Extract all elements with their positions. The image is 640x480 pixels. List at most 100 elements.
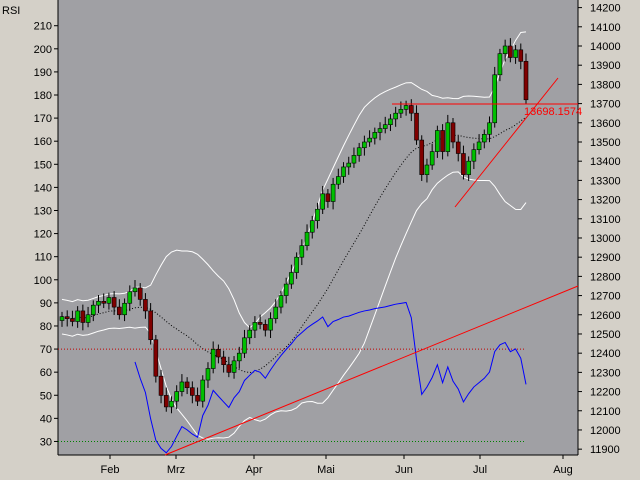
candle-body (200, 379, 206, 402)
candle-body (90, 304, 96, 316)
trendlines (164, 77, 579, 456)
candle-body (278, 295, 284, 308)
moving-average (61, 116, 527, 374)
left-tick-label: 110 (34, 252, 52, 264)
x-tick-label: Feb (101, 464, 120, 476)
candle-body (80, 310, 86, 323)
candle-body (283, 283, 289, 296)
left-tick-label: 200 (34, 44, 52, 56)
candle-body (226, 364, 232, 373)
candle-body (414, 112, 419, 141)
candle-body (330, 183, 336, 202)
right-tick-label: 14200 (590, 3, 621, 15)
left-tick-label: 60 (40, 367, 52, 379)
candle-body (492, 74, 498, 124)
candle-body (299, 245, 305, 258)
candle-body (148, 310, 153, 341)
candle-body (221, 356, 226, 365)
candle-body (382, 124, 388, 129)
left-tick-label: 210 (34, 21, 52, 33)
candle-body (346, 162, 352, 168)
candle-body (273, 306, 279, 319)
candlestick-series (59, 38, 529, 414)
candle-body (111, 297, 117, 308)
long-term-trendline (164, 285, 579, 456)
candle-body (466, 160, 471, 175)
right-tick-label: 13400 (590, 156, 621, 168)
chart-title: RSI (2, 5, 20, 17)
right-axis: 11900 12000 12100 12200 12300 12400 12500 12600… (577, 0, 621, 456)
candle-body (132, 287, 138, 293)
right-tick-label: 13900 (590, 60, 621, 72)
candle-body (143, 299, 148, 312)
candle-body (518, 49, 524, 62)
candle-body (341, 166, 346, 177)
candle-body (96, 301, 101, 306)
candle-body (64, 316, 70, 319)
candle-body (362, 141, 367, 149)
candle-body (523, 61, 529, 101)
left-tick-label: 90 (40, 298, 52, 310)
right-tick-label: 12700 (590, 291, 621, 303)
candle-body (195, 395, 200, 402)
left-tick-label: 120 (34, 229, 52, 241)
left-tick-label: 130 (34, 205, 52, 217)
right-tick-label: 13500 (590, 137, 621, 149)
left-tick-label: 80 (40, 321, 52, 333)
candle-body (497, 53, 503, 76)
candle-body (455, 141, 461, 154)
candle-body (403, 105, 409, 110)
candle-body (320, 193, 325, 210)
candle-body (174, 391, 179, 402)
candle-body (419, 139, 425, 175)
candle-body (487, 122, 492, 135)
candle-body (304, 231, 310, 246)
right-tick-label: 12500 (590, 329, 621, 341)
candle-body (75, 310, 80, 322)
candle-body (158, 375, 164, 396)
x-tick-label: Jul (473, 464, 487, 476)
candle-body (59, 316, 65, 321)
x-tick-label: Mrz (167, 464, 185, 476)
candle-body (336, 176, 341, 185)
candle-body (429, 151, 435, 166)
bollinger-bands (61, 31, 527, 440)
candle-body (122, 302, 127, 316)
rsi-level-lines (58, 348, 526, 442)
plot-area (58, 0, 578, 455)
left-tick-label: 160 (34, 136, 52, 148)
candle-body (450, 122, 456, 143)
candle-body (440, 130, 445, 152)
candle-body (117, 306, 122, 316)
candle-body (137, 287, 143, 300)
candle-body (101, 301, 107, 304)
candle-body (393, 112, 398, 120)
candle-body (377, 128, 383, 133)
candle-body (184, 381, 190, 389)
candle-body (263, 324, 268, 331)
candle-body (481, 134, 487, 143)
candle-body (372, 132, 378, 139)
right-tick-label: 12900 (590, 252, 621, 264)
support-trendline (454, 77, 559, 208)
candle-body (508, 45, 513, 58)
right-tick-label: 13700 (590, 99, 621, 111)
right-tick-label: 13000 (590, 233, 621, 245)
candle-body (252, 322, 258, 331)
candle-body (106, 297, 112, 304)
candle-body (398, 109, 404, 114)
right-tick-label: 12600 (590, 310, 621, 322)
right-tick-label: 13800 (590, 79, 621, 91)
bollinger-lower-band (61, 171, 527, 440)
left-tick-label: 70 (40, 344, 52, 356)
candle-body (169, 400, 174, 408)
candle-body (513, 49, 518, 58)
candle-body (309, 220, 315, 233)
right-tick-label: 12100 (590, 406, 621, 418)
moving-average-line (61, 116, 527, 374)
left-tick-label: 100 (34, 275, 52, 287)
candle-body (471, 149, 477, 162)
candle-body (268, 318, 273, 331)
candle-body (70, 318, 75, 322)
